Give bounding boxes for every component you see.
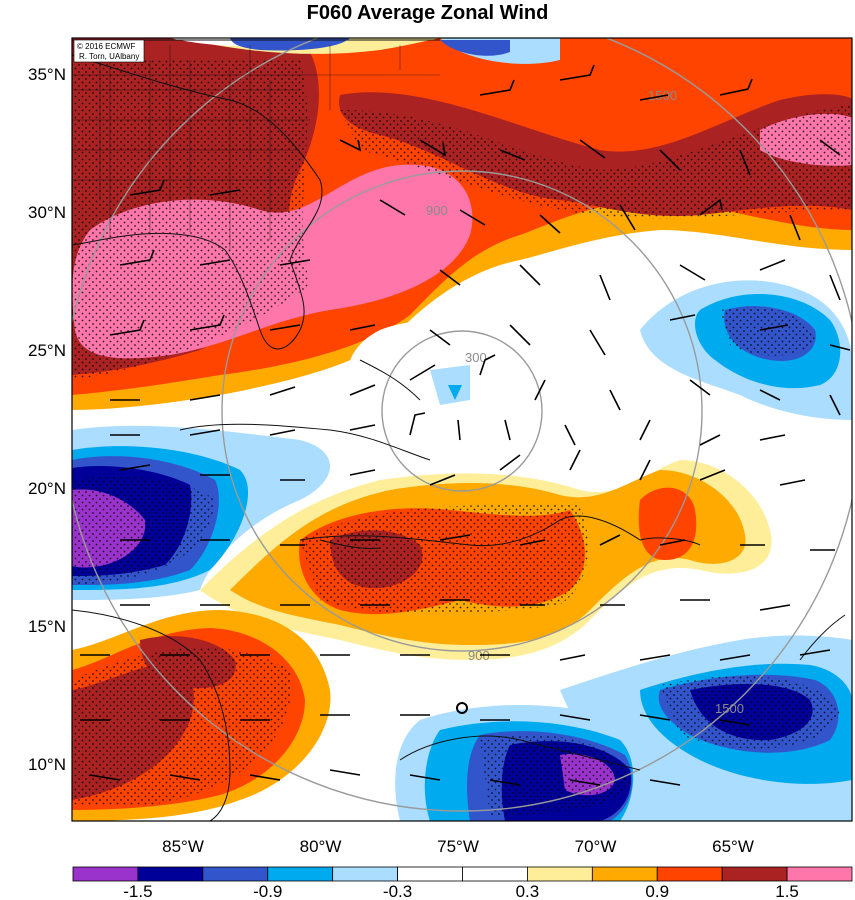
colorbar-swatch-0 xyxy=(72,866,139,882)
lon-label-3: 70°W xyxy=(575,837,617,856)
svg-text:R. Torn, UAlbany: R. Torn, UAlbany xyxy=(79,52,139,61)
colorbar-tick-1: -0.9 xyxy=(253,882,282,900)
wind-barbs xyxy=(80,64,851,786)
colorbar-swatch-10 xyxy=(721,866,788,882)
storm-center-marker xyxy=(456,702,468,714)
colorbar-swatch-5 xyxy=(397,866,463,882)
colorbar-swatch-1 xyxy=(137,866,204,882)
colorbar-swatch-7 xyxy=(527,866,593,882)
map-frame xyxy=(71,37,853,822)
coastlines xyxy=(72,39,846,821)
colorbar-swatch-3 xyxy=(267,866,334,882)
latitude-labels: 35°N 30°N 25°N 20°N 15°N 10°N xyxy=(28,65,66,774)
significance-stipple xyxy=(72,60,852,815)
colorbar-tick-5: 1.5 xyxy=(775,882,799,900)
colorbar-swatch-2 xyxy=(202,866,269,882)
colorbar-swatch-9 xyxy=(656,866,723,882)
credit-box: © 2016 ECMWF R. Torn, UAlbany xyxy=(73,39,145,63)
longitude-labels: 85°W 80°W 75°W 70°W 65°W xyxy=(162,837,754,856)
lat-label-2: 25°N xyxy=(28,341,66,360)
map-plot-area: 300 900 900 1500 1500 xyxy=(72,38,852,821)
lat-label-1: 30°N xyxy=(28,203,66,222)
svg-text:300: 300 xyxy=(465,350,487,365)
chart-title: F060 Average Zonal Wind xyxy=(306,2,549,24)
colorbar-swatch-4 xyxy=(332,866,398,882)
colorbar-tick-0: -1.5 xyxy=(123,882,152,900)
colorbar-tick-4: 0.9 xyxy=(645,882,669,900)
range-rings xyxy=(72,38,852,812)
colorbar-tick-labels: -1.5 -0.9 -0.3 0.3 0.9 1.5 xyxy=(123,882,799,900)
svg-text:900: 900 xyxy=(426,203,448,218)
lon-label-1: 80°W xyxy=(300,837,342,856)
colorbar-swatch-6 xyxy=(462,866,528,882)
svg-text:© 2016 ECMWF: © 2016 ECMWF xyxy=(77,42,135,51)
lat-label-0: 35°N xyxy=(28,65,66,84)
svg-text:1500: 1500 xyxy=(715,701,744,716)
lat-label-4: 15°N xyxy=(28,617,66,636)
lon-label-4: 65°W xyxy=(712,837,754,856)
colorbar-tick-3: 0.3 xyxy=(516,882,540,900)
state-borders xyxy=(72,45,440,250)
lon-label-0: 85°W xyxy=(162,837,204,856)
colorbar xyxy=(72,866,853,882)
svg-text:900: 900 xyxy=(468,648,490,663)
colorbar-tick-2: -0.3 xyxy=(383,882,412,900)
lat-label-5: 10°N xyxy=(28,755,66,774)
colorbar-swatch-11 xyxy=(786,866,853,882)
lon-label-2: 75°W xyxy=(437,837,479,856)
range-ring-labels: 300 900 900 1500 1500 xyxy=(426,88,744,716)
lat-label-3: 20°N xyxy=(28,479,66,498)
colorbar-swatch-8 xyxy=(591,866,658,882)
